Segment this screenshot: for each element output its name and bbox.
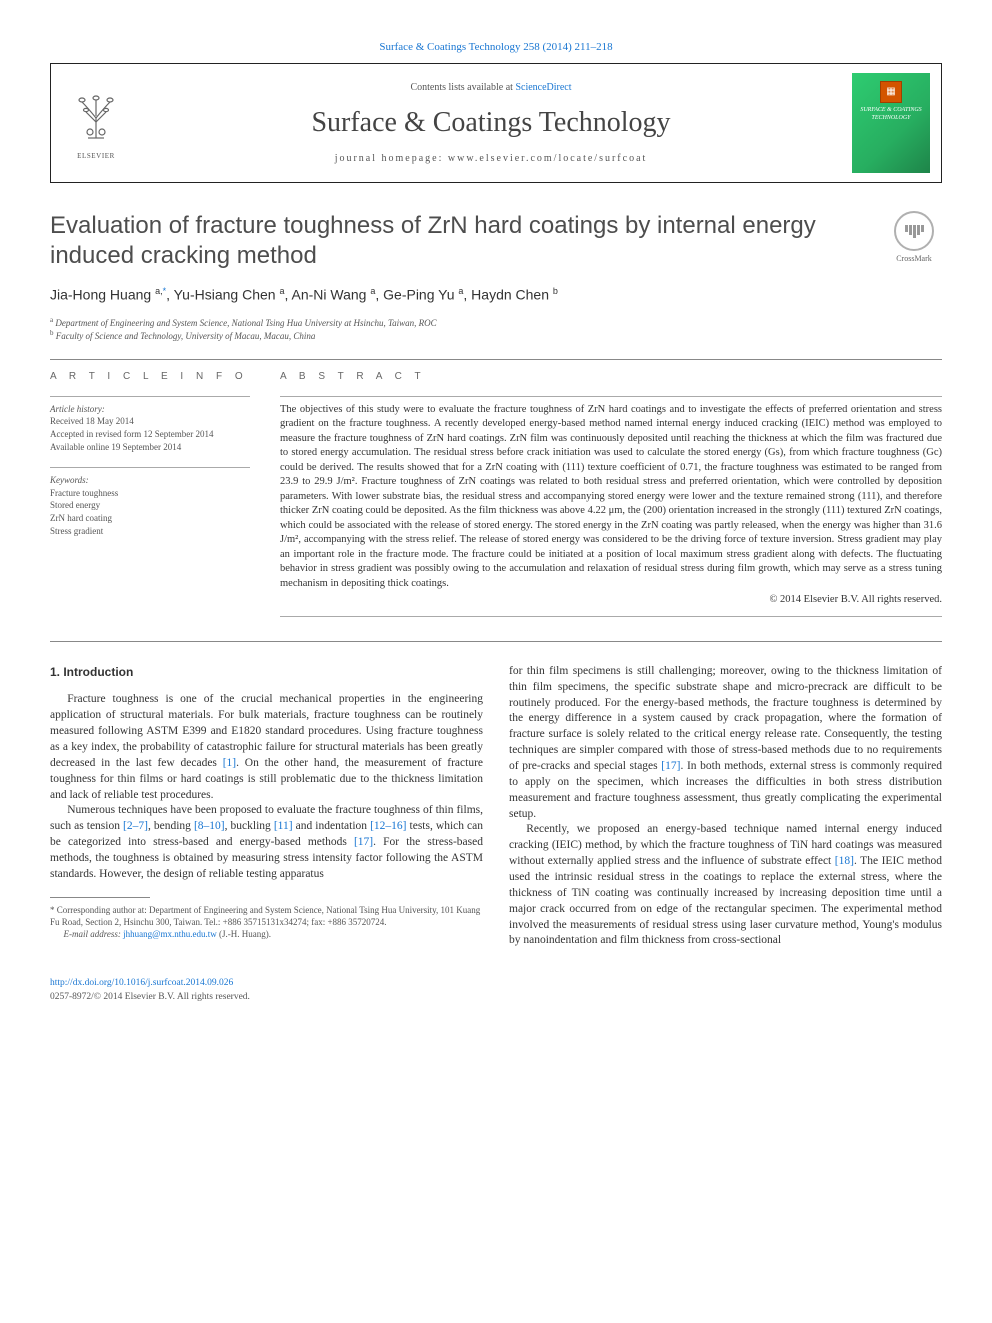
citation-3[interactable]: [8–10] [194, 820, 225, 832]
footer-copyright: 0257-8972/© 2014 Elsevier B.V. All right… [50, 991, 942, 1004]
top-journal-ref: Surface & Coatings Technology 258 (2014)… [50, 40, 942, 55]
affiliation-b: Faculty of Science and Technology, Unive… [56, 331, 316, 341]
article-info-label: A R T I C L E I N F O [50, 370, 250, 384]
citation-2[interactable]: [2–7] [123, 820, 148, 832]
section-heading-1: 1. Introduction [50, 664, 483, 681]
abstract-bottom-divider [280, 616, 942, 617]
keyword-4: Stress gradient [50, 525, 250, 538]
body-columns: 1. Introduction Fracture toughness is on… [50, 664, 942, 949]
article-history: Article history: Received 18 May 2014 Ac… [50, 403, 250, 453]
citation-1[interactable]: [1] [223, 757, 236, 769]
keywords-label: Keywords: [50, 474, 250, 487]
body-para-3: for thin film specimens is still challen… [509, 664, 942, 823]
affiliations: a Department of Engineering and System S… [50, 316, 942, 343]
article-info-column: A R T I C L E I N F O Article history: R… [50, 370, 250, 623]
citation-6[interactable]: [17] [354, 836, 373, 848]
abstract-divider [280, 396, 942, 397]
journal-header: ELSEVIER Contents lists available at Sci… [50, 63, 942, 183]
info-abstract-row: A R T I C L E I N F O Article history: R… [50, 370, 942, 623]
elsevier-logo: ELSEVIER [66, 88, 126, 158]
abstract-label: A B S T R A C T [280, 370, 942, 384]
abstract-copyright: © 2014 Elsevier B.V. All rights reserved… [280, 593, 942, 608]
history-received: Received 18 May 2014 [50, 415, 250, 428]
article-title: Evaluation of fracture toughness of ZrN … [50, 211, 870, 271]
info-divider-1 [50, 396, 250, 397]
divider-top [50, 359, 942, 360]
citation-7[interactable]: [17] [661, 760, 680, 772]
page-root: Surface & Coatings Technology 258 (2014)… [0, 0, 992, 1034]
body-col-right: for thin film specimens is still challen… [509, 664, 942, 949]
body-para-4: Recently, we proposed an energy-based te… [509, 822, 942, 949]
keywords-block: Keywords: Fracture toughness Stored ener… [50, 474, 250, 537]
history-online: Available online 19 September 2014 [50, 441, 250, 454]
history-label: Article history: [50, 403, 250, 416]
journal-homepage: journal homepage: www.elsevier.com/locat… [335, 152, 648, 166]
email-author: (J.-H. Huang). [219, 929, 271, 939]
body-col-left: 1. Introduction Fracture toughness is on… [50, 664, 483, 949]
abstract-column: A B S T R A C T The objectives of this s… [280, 370, 942, 623]
email-label: E-mail address: [64, 929, 121, 939]
divider-body [50, 641, 942, 642]
corresponding-author-footnote: * Corresponding author at: Department of… [50, 904, 483, 940]
citation-5[interactable]: [12–16] [370, 820, 406, 832]
page-footer: http://dx.doi.org/10.1016/j.surfcoat.201… [50, 977, 942, 1004]
elsevier-tree-icon [68, 88, 124, 152]
doi-link[interactable]: http://dx.doi.org/10.1016/j.surfcoat.201… [50, 978, 233, 988]
contents-prefix: Contents lists available at [410, 82, 515, 93]
body-para-1: Fracture toughness is one of the crucial… [50, 692, 483, 803]
keyword-3: ZrN hard coating [50, 512, 250, 525]
abstract-text: The objectives of this study were to eva… [280, 403, 942, 591]
keyword-2: Stored energy [50, 499, 250, 512]
authors-line: Jia-Hong Huang a,*, Yu-Hsiang Chen a, An… [50, 285, 942, 305]
crossmark-label: CrossMark [896, 253, 932, 264]
citation-4[interactable]: [11] [274, 820, 293, 832]
footnote-corr: * Corresponding author at: Department of… [50, 904, 483, 928]
cover-text: SURFACE & COATINGS TECHNOLOGY [852, 107, 930, 121]
history-revised: Accepted in revised form 12 September 20… [50, 428, 250, 441]
header-center: Contents lists available at ScienceDirec… [141, 64, 841, 182]
cover-cell: ▦ SURFACE & COATINGS TECHNOLOGY [841, 64, 941, 182]
elsevier-label: ELSEVIER [77, 152, 115, 162]
keyword-1: Fracture toughness [50, 487, 250, 500]
author-email-link[interactable]: jhhuang@mx.nthu.edu.tw [123, 929, 217, 939]
elsevier-logo-cell: ELSEVIER [51, 64, 141, 182]
article-head: Evaluation of fracture toughness of ZrN … [50, 211, 942, 271]
contents-line: Contents lists available at ScienceDirec… [410, 81, 571, 95]
info-divider-2 [50, 467, 250, 468]
crossmark-icon [894, 211, 934, 251]
journal-title: Surface & Coatings Technology [311, 103, 670, 142]
journal-cover-thumbnail: ▦ SURFACE & COATINGS TECHNOLOGY [852, 73, 930, 173]
cover-icon: ▦ [880, 81, 902, 103]
footnote-divider [50, 897, 150, 898]
affiliation-a: Department of Engineering and System Sci… [55, 318, 436, 328]
citation-8[interactable]: [18] [835, 855, 854, 867]
body-para-2: Numerous techniques have been proposed t… [50, 803, 483, 882]
sciencedirect-link[interactable]: ScienceDirect [515, 82, 571, 93]
crossmark-badge[interactable]: CrossMark [886, 211, 942, 264]
journal-ref-link[interactable]: Surface & Coatings Technology 258 (2014)… [379, 41, 612, 53]
